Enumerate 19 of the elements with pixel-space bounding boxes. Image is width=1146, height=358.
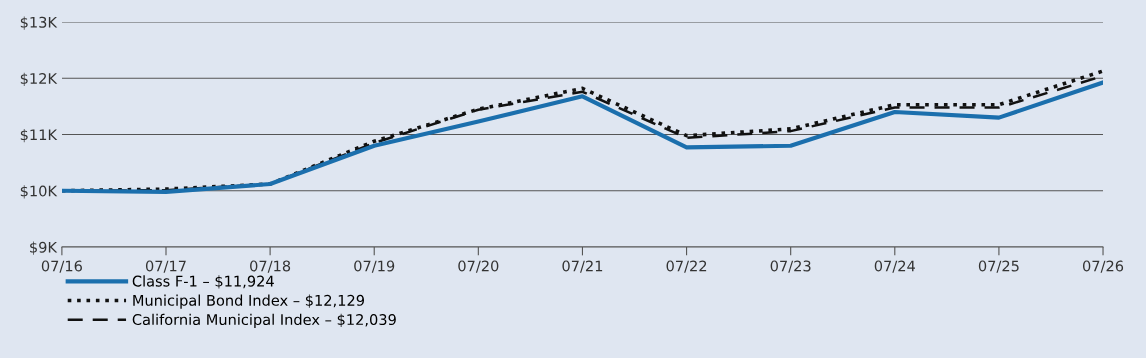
legend-label: California Municipal Index – $12,039 [132, 313, 396, 328]
x-tick-label: 07/20 [458, 260, 499, 273]
x-tick-label: 07/18 [250, 260, 291, 273]
y-tick-label: $11K [20, 128, 58, 143]
x-tick-label: 07/23 [770, 260, 811, 273]
x-tick-label: 07/16 [41, 260, 82, 273]
x-tick-label: 07/19 [354, 260, 395, 273]
x-tick-label: 07/25 [978, 260, 1019, 273]
y-tick-label: $10K [20, 185, 58, 199]
x-tick-label: 07/26 [1082, 260, 1124, 273]
y-tick-label: $13K [20, 16, 58, 30]
x-tick-label: 07/22 [666, 260, 707, 273]
legend-label: Class F-1 – $11,924 [132, 275, 274, 289]
legend-label: Municipal Bond Index – $12,129 [133, 294, 365, 309]
x-tick-label: 07/24 [874, 260, 915, 273]
x-tick-label: 07/17 [145, 260, 186, 273]
y-tick-label: $12K [20, 72, 58, 86]
x-tick-label: 07/21 [562, 260, 603, 273]
y-tick-label: $9K [30, 241, 58, 255]
